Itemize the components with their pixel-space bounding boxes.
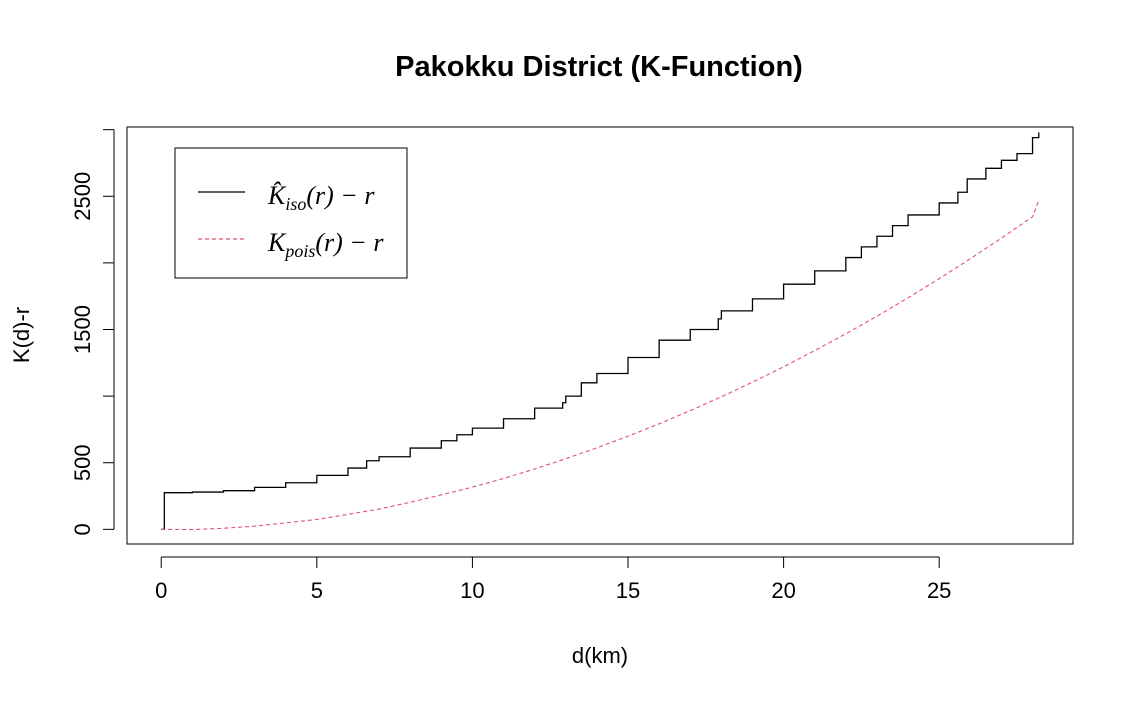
y-axis: 0 500 1500 2500: [70, 129, 115, 535]
series-line-k-pois: [161, 200, 1040, 531]
x-tick-label: 5: [311, 578, 323, 603]
y-tick-label: 0: [70, 523, 95, 535]
chart-title: Pakokku District (K-Function): [395, 51, 803, 83]
x-tick-label: 15: [616, 578, 640, 603]
legend-box: [174, 147, 408, 279]
x-tick-label: 0: [155, 578, 167, 603]
y-tick-label: 500: [70, 444, 95, 481]
x-tick-label: 20: [771, 578, 795, 603]
x-axis-label: d(km): [572, 643, 628, 668]
series-layer: [161, 132, 1040, 531]
legend-label: Kpois(r) − r: [267, 228, 384, 261]
legend-label: K̂iso(r) − r: [267, 181, 375, 214]
x-axis: 0 5 10 15 20 25: [155, 556, 951, 603]
x-tick-label: 10: [460, 578, 484, 603]
x-tick-label: 25: [927, 578, 951, 603]
y-axis-label: K(d)-r: [9, 307, 34, 363]
plot-frame: [126, 126, 1074, 545]
legend: K̂iso(r) − r Kpois(r) − r: [174, 147, 408, 279]
series-line-k-iso: [161, 132, 1040, 530]
y-tick-label: 1500: [70, 305, 95, 354]
y-tick-label: 2500: [70, 172, 95, 221]
